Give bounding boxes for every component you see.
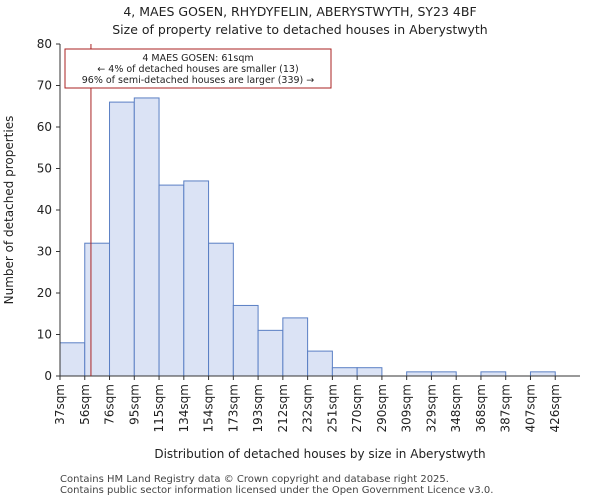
bar xyxy=(133,97,160,377)
annotation-text: 4 MAES GOSEN: 61sqm xyxy=(142,53,253,64)
bar xyxy=(158,184,185,377)
x-tick-label: 115sqm xyxy=(152,384,166,432)
chart-title-address: 4, MAES GOSEN, RHYDYFELIN, ABERYSTWYTH, … xyxy=(123,4,477,19)
x-tick-label: 212sqm xyxy=(276,384,290,432)
x-axis-title: Distribution of detached houses by size … xyxy=(154,447,485,461)
y-tick-label: 0 xyxy=(44,369,52,383)
bar xyxy=(529,371,556,377)
footer-copyright: Contains HM Land Registry data © Crown c… xyxy=(60,474,449,485)
bar xyxy=(430,371,457,377)
annotation-text: ← 4% of detached houses are smaller (13) xyxy=(97,64,298,75)
x-tick-label: 368sqm xyxy=(474,384,488,432)
bar xyxy=(109,101,135,377)
x-tick-label: 329sqm xyxy=(424,384,438,432)
bar xyxy=(183,180,210,377)
chart-title: Size of property relative to detached ho… xyxy=(112,22,488,37)
x-tick-label: 407sqm xyxy=(523,384,537,432)
x-tick-label: 173sqm xyxy=(226,384,240,432)
footer-licence: Contains public sector information licen… xyxy=(60,485,494,496)
bar xyxy=(331,367,358,377)
x-tick-label: 270sqm xyxy=(350,384,364,432)
bar xyxy=(307,350,333,377)
y-tick-label: 60 xyxy=(37,120,52,134)
x-tick-label: 37sqm xyxy=(53,384,67,425)
y-tick-label: 50 xyxy=(37,162,52,176)
bar xyxy=(257,329,284,377)
y-tick-label: 10 xyxy=(37,328,52,342)
x-tick-label: 232sqm xyxy=(301,384,315,432)
x-tick-label: 134sqm xyxy=(177,384,191,432)
y-tick-label: 40 xyxy=(37,203,52,217)
bar xyxy=(208,242,234,377)
x-tick-label: 193sqm xyxy=(251,384,265,432)
annotation-text: 96% of semi-detached houses are larger (… xyxy=(82,75,315,86)
x-tick-label: 154sqm xyxy=(202,384,216,432)
bar xyxy=(282,317,309,377)
x-tick-label: 56sqm xyxy=(78,384,92,425)
x-tick-label: 251sqm xyxy=(325,384,339,432)
y-tick-label: 80 xyxy=(37,37,52,51)
y-tick-label: 20 xyxy=(37,286,52,300)
bar xyxy=(232,304,259,377)
bar xyxy=(59,342,86,377)
bar-chart: 0 10 20 30 40 50 60 70 80 37sqm 56sqm 76sqm 95sqm 115… xyxy=(2,37,580,461)
x-tick-label: 348sqm xyxy=(449,384,463,432)
bar xyxy=(480,371,507,377)
x-tick-label: 309sqm xyxy=(400,384,414,432)
y-tick-label: 70 xyxy=(37,79,52,93)
bar xyxy=(406,371,432,377)
bar xyxy=(84,242,111,377)
bar xyxy=(356,367,383,377)
y-tick-label: 30 xyxy=(37,245,52,259)
y-axis-title: Number of detached properties xyxy=(2,116,16,305)
x-tick-label: 426sqm xyxy=(548,384,562,432)
annotation-box xyxy=(64,48,332,89)
x-tick-label: 76sqm xyxy=(103,384,117,425)
x-tick-label: 95sqm xyxy=(127,384,141,425)
x-tick-label: 387sqm xyxy=(499,384,513,432)
x-tick-label: 290sqm xyxy=(375,384,389,432)
